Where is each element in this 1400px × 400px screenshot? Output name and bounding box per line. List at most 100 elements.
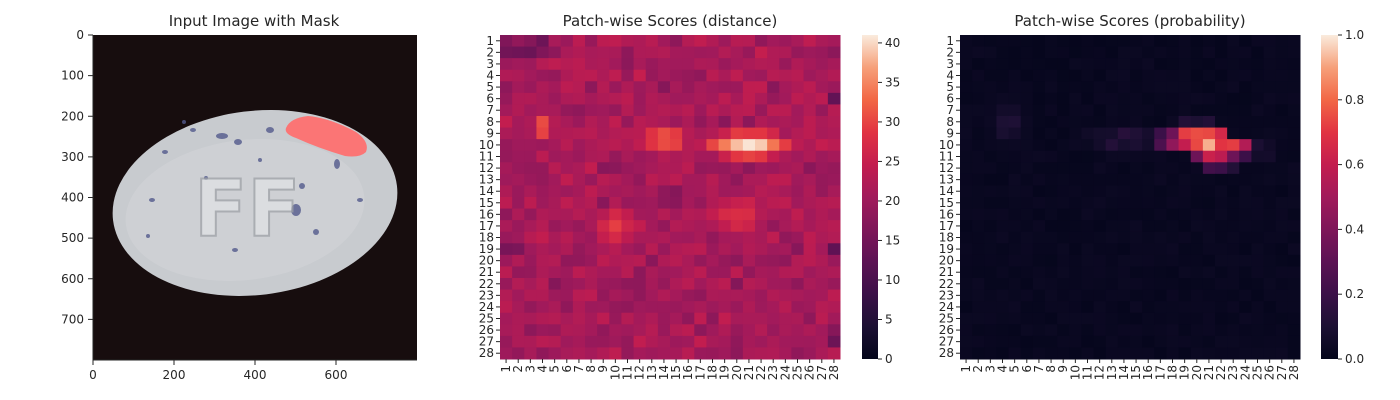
heatmap-cell — [803, 324, 817, 337]
heatmap-cell — [548, 69, 562, 82]
heatmap-cell — [791, 58, 805, 71]
heatmap-cell — [560, 208, 574, 221]
heatmap-cell — [1287, 92, 1301, 105]
heatmap-x-tick-label: 15 — [669, 365, 683, 380]
heatmap-cell — [1130, 35, 1143, 48]
heatmap-cell — [1130, 347, 1143, 360]
heatmap-cell — [815, 347, 829, 360]
heatmap-cell — [827, 185, 841, 198]
heatmap-cell — [597, 58, 610, 71]
heatmap-cell — [657, 208, 671, 221]
heatmap-cell — [694, 139, 707, 152]
heatmap-cell — [670, 220, 683, 233]
heatmap-cell — [803, 92, 817, 105]
heatmap-cell — [1069, 301, 1082, 314]
heatmap-cell — [536, 127, 550, 140]
heatmap-cell — [730, 220, 744, 233]
heatmap-cell — [621, 220, 635, 233]
heatmap-cell — [1081, 254, 1095, 267]
heatmap-cell — [1008, 278, 1022, 291]
heatmap-cell — [803, 301, 817, 314]
heatmap-cell — [1166, 116, 1180, 129]
heatmap-cell — [597, 208, 610, 221]
heatmap-cell — [1215, 185, 1228, 198]
heatmap-cell — [730, 150, 744, 163]
heatmap-cell — [996, 278, 1010, 291]
heatmap-cell — [718, 92, 732, 105]
heatmap-cell — [718, 81, 732, 94]
heatmap-cell — [1287, 347, 1301, 360]
heatmap-cell — [657, 46, 671, 59]
heatmap-cell — [1287, 278, 1301, 291]
heatmap-cell — [706, 127, 720, 140]
heatmap-cell — [1166, 104, 1180, 117]
heatmap-cell — [633, 81, 647, 94]
heatmap-cell — [718, 46, 732, 59]
heatmap-cell — [572, 266, 586, 279]
heatmap-cell — [972, 289, 985, 302]
heatmap-cell — [984, 278, 997, 291]
heatmap-x-tick-label: 10 — [608, 365, 622, 380]
heatmap-cell — [1045, 150, 1058, 163]
heatmap-cell — [815, 266, 829, 279]
heatmap-cell — [1020, 46, 1034, 59]
heatmap-cell — [1069, 104, 1082, 117]
heatmap-cell — [1178, 162, 1192, 175]
heatmap-cell — [827, 278, 841, 291]
heatmap-cell — [1227, 35, 1240, 48]
heatmap-cell — [1117, 197, 1131, 210]
heatmap-cell — [1263, 185, 1277, 198]
heatmap-cell — [609, 139, 622, 152]
heatmap-cell — [670, 347, 683, 360]
heatmap-cell — [597, 324, 610, 337]
heatmap-cell — [1190, 116, 1204, 129]
heatmap-cell — [1190, 197, 1204, 210]
heatmap-cell — [1105, 254, 1119, 267]
heatmap-cell — [960, 312, 973, 325]
heatmap-cell — [972, 173, 985, 186]
heatmap-cell — [633, 335, 647, 348]
heatmap-cell — [730, 116, 744, 129]
heatmap-cell — [1117, 69, 1131, 82]
heatmap-cell — [500, 301, 513, 314]
panel1-x-tick-label: 600 — [325, 368, 348, 382]
heatmap-cell — [1178, 254, 1192, 267]
heatmap-cell — [1275, 58, 1289, 71]
heatmap-cell — [524, 104, 537, 117]
heatmap-cell — [960, 104, 973, 117]
heatmap-cell — [1130, 266, 1143, 279]
heatmap-cell — [597, 335, 610, 348]
heatmap-cell — [560, 278, 574, 291]
heatmap-cell — [694, 197, 707, 210]
heatmap-cell — [706, 116, 720, 129]
heatmap-cell — [1069, 312, 1082, 325]
heatmap-cell — [645, 104, 659, 117]
heatmap-cell — [1142, 81, 1155, 94]
heatmap-cell — [972, 197, 985, 210]
heatmap-cell — [960, 208, 973, 221]
heatmap-cell — [1105, 243, 1119, 256]
heatmap-cell — [1251, 116, 1265, 129]
heatmap-cell — [1045, 58, 1058, 71]
heatmap-cell — [755, 197, 768, 210]
heatmap-cell — [767, 220, 780, 233]
heatmap-cell — [1105, 347, 1119, 360]
heatmap-cell — [1008, 266, 1022, 279]
heatmap-cell — [621, 35, 635, 48]
heatmap-cell — [1117, 324, 1131, 337]
heatmap-cell — [1020, 127, 1034, 140]
heatmap-cell — [1142, 162, 1155, 175]
heatmap-cell — [1020, 254, 1034, 267]
heatmap-cell — [572, 69, 586, 82]
heatmap-x-tick-label: 25 — [791, 365, 805, 380]
heatmap-cell — [609, 81, 622, 94]
heatmap-y-tick-label: 8 — [486, 115, 494, 129]
heatmap-cell — [682, 266, 695, 279]
heatmap-cell — [1093, 278, 1107, 291]
heatmap-cell — [706, 185, 720, 198]
heatmap-cell — [706, 197, 720, 210]
heatmap-cell — [1239, 312, 1252, 325]
heatmap-cell — [1287, 104, 1301, 117]
heatmap-cell — [1178, 220, 1192, 233]
heatmap-cell — [742, 278, 756, 291]
